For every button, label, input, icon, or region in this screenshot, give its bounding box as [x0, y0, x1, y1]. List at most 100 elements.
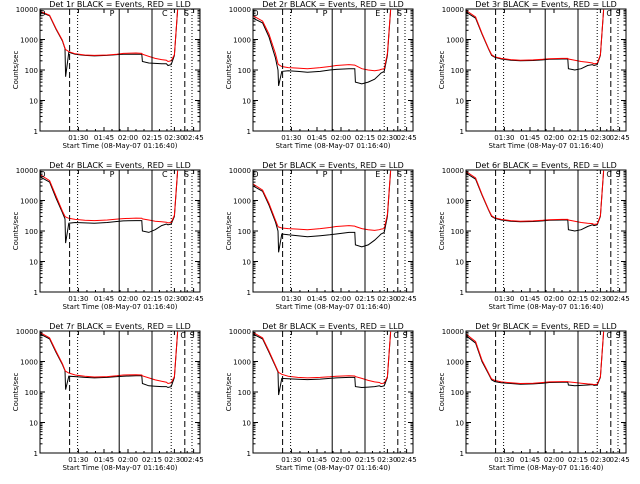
subplot-det-2: Det 2r BLACK = Events, RED = LLD 1 10 100 10…	[225, 0, 417, 150]
x-tick-label: 01:45	[94, 295, 114, 303]
x-tick-label: 02:00	[544, 456, 564, 464]
subplot-title: Det 4r BLACK = Events, RED = LLD	[49, 161, 191, 170]
series-group	[253, 9, 392, 87]
y-tick-label: 1000	[233, 198, 251, 206]
y-tick-label: 100	[238, 67, 251, 75]
x-tick-label: 01:45	[520, 295, 540, 303]
x-tick-label: 02:30	[164, 295, 184, 303]
series-line-lld	[253, 9, 392, 72]
y-tick-label: 10	[29, 259, 38, 267]
y-tick-label: 1000	[233, 37, 251, 45]
y-tick-label: 1000	[446, 37, 464, 45]
y-tick-label: 10000	[16, 6, 38, 14]
y-tick-label: 100	[25, 228, 38, 236]
x-axis-label: Start Time (08-May-07 01:16:40)	[488, 303, 603, 311]
x-axis-label: Start Time (08-May-07 01:16:40)	[62, 464, 177, 472]
y-tick-label: 10000	[16, 167, 38, 175]
y-tick-label: 10000	[442, 328, 464, 336]
flag-label: D	[252, 170, 258, 179]
subplot-det-4: Det 4r BLACK = Events, RED = LLD 1 10 100 10…	[12, 161, 204, 311]
x-tick-label: 02:15	[142, 456, 162, 464]
x-tick-label: 02:45	[397, 295, 417, 303]
flag-label: E	[375, 9, 380, 18]
y-tick-label: 1000	[20, 37, 38, 45]
y-tick-label: 1	[247, 128, 251, 136]
y-tick-label: 10000	[229, 167, 251, 175]
series-group	[253, 170, 392, 253]
y-tick-label: 10	[242, 420, 251, 428]
x-axis-label: Start Time (08-May-07 01:16:40)	[62, 142, 177, 150]
flag-label: P	[323, 9, 328, 18]
subplot-det-3: Det 3r BLACK = Events, RED = LLD 1 10 100 10…	[438, 0, 630, 150]
y-axis-label: Counts/sec	[225, 373, 233, 412]
y-tick-label: 10000	[442, 6, 464, 14]
series-line-lld	[466, 170, 605, 225]
y-tick-label: 1	[247, 450, 251, 458]
x-tick-label: 02:00	[331, 456, 351, 464]
x-tick-label: 01:45	[307, 295, 327, 303]
x-tick-label: 02:30	[377, 134, 397, 142]
x-tick-label: 01:45	[520, 456, 540, 464]
x-tick-label: 01:30	[281, 295, 301, 303]
flag-label: E	[375, 170, 380, 179]
x-axis-label: Start Time (08-May-07 01:16:40)	[275, 303, 390, 311]
y-tick-label: 10	[242, 259, 251, 267]
series-line-lld	[253, 170, 392, 231]
x-tick-label: 02:30	[377, 456, 397, 464]
y-tick-label: 10	[455, 98, 464, 106]
x-tick-label: 02:15	[568, 295, 588, 303]
y-axis-label: Counts/sec	[438, 51, 446, 90]
x-axis-label: Start Time (08-May-07 01:16:40)	[275, 464, 390, 472]
x-tick-label: 02:15	[142, 295, 162, 303]
flag-label: S	[402, 331, 407, 340]
x-tick-label: 02:30	[590, 134, 610, 142]
x-tick-label: 01:45	[94, 456, 114, 464]
series-line-events	[466, 171, 605, 232]
y-tick-label: 10000	[442, 167, 464, 175]
x-tick-label: 02:30	[164, 456, 184, 464]
flag-label: S	[189, 331, 194, 340]
x-axis-label: Start Time (08-May-07 01:16:40)	[488, 464, 603, 472]
y-tick-label: 100	[238, 389, 251, 397]
flag-label: P	[110, 9, 115, 18]
y-tick-label: 1	[460, 450, 464, 458]
x-axis-label: Start Time (08-May-07 01:16:40)	[62, 303, 177, 311]
x-tick-label: 01:30	[494, 134, 514, 142]
y-axis-label: Counts/sec	[438, 212, 446, 251]
x-tick-label: 02:15	[355, 295, 375, 303]
y-axis-label: Counts/sec	[225, 51, 233, 90]
x-tick-label: 02:30	[590, 295, 610, 303]
subplot-title: Det 5r BLACK = Events, RED = LLD	[262, 161, 404, 170]
y-tick-label: 100	[25, 389, 38, 397]
flag-label: S	[397, 170, 402, 179]
flag-label: S	[184, 170, 189, 179]
flag-label: S	[184, 9, 189, 18]
y-tick-label: 100	[451, 67, 464, 75]
x-tick-label: 02:45	[184, 456, 204, 464]
x-tick-label: 01:45	[307, 134, 327, 142]
y-tick-label: 10000	[16, 328, 38, 336]
series-line-lld	[40, 331, 179, 385]
y-tick-label: 100	[238, 228, 251, 236]
series-group	[40, 9, 179, 77]
y-tick-label: 100	[451, 228, 464, 236]
x-tick-label: 02:30	[164, 134, 184, 142]
flag-label: C	[162, 170, 168, 179]
y-tick-label: 100	[451, 389, 464, 397]
x-axis-label: Start Time (08-May-07 01:16:40)	[488, 142, 603, 150]
x-tick-label: 02:45	[610, 134, 630, 142]
x-tick-label: 02:15	[355, 456, 375, 464]
flag-label: C	[606, 170, 612, 179]
x-tick-label: 02:45	[610, 456, 630, 464]
series-group	[40, 170, 179, 244]
subplot-det-1: Det 1r BLACK = Events, RED = LLD 1 10 100 10…	[12, 0, 204, 150]
y-axis-label: Counts/sec	[225, 212, 233, 251]
y-axis-label: Counts/sec	[12, 212, 20, 251]
flag-label: P	[110, 170, 115, 179]
x-tick-label: 01:30	[281, 456, 301, 464]
series-line-events	[466, 332, 605, 387]
flag-label: C	[180, 331, 186, 340]
y-axis-label: Counts/sec	[12, 51, 20, 90]
